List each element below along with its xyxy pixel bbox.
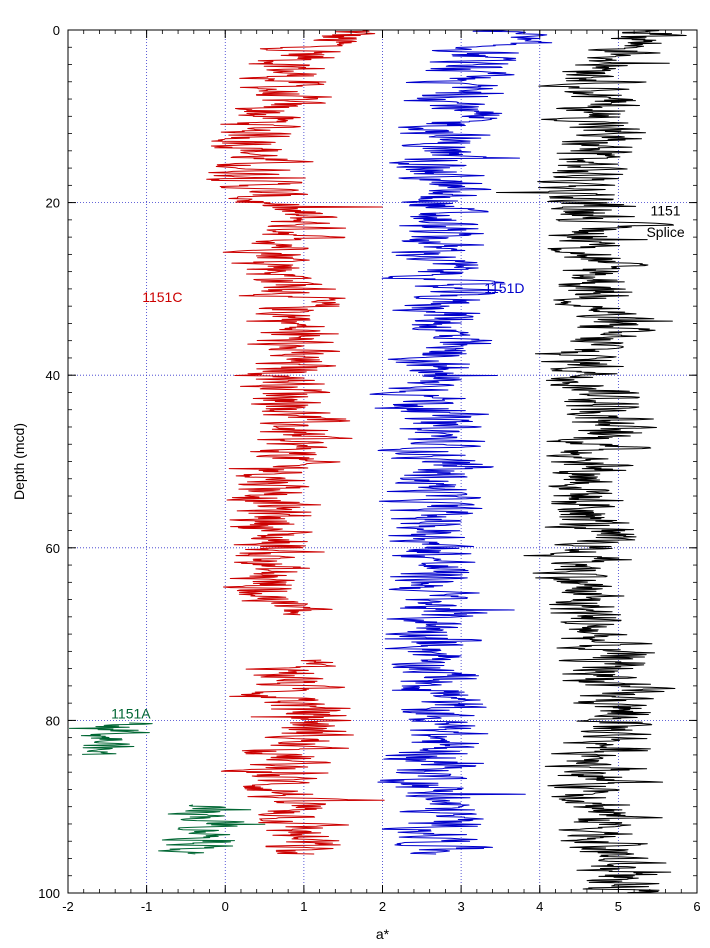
y-tick-label: 20 — [46, 196, 60, 211]
y-tick-label: 60 — [46, 541, 60, 556]
series-1151a-trace — [69, 722, 153, 755]
series-1151-splice-trace — [496, 29, 687, 894]
x-tick-label: 6 — [693, 899, 700, 914]
x-tick-label: 2 — [379, 899, 386, 914]
x-tick-label: 3 — [458, 899, 465, 914]
series-annotations: 1151C 1151D 1151 Splice 1151A — [111, 203, 685, 722]
x-tick-label: 4 — [536, 899, 543, 914]
series-1151c-trace — [206, 29, 383, 616]
y-tick-label: 80 — [46, 713, 60, 728]
x-axis-label: a* — [376, 926, 390, 942]
x-tick-label: 5 — [615, 899, 622, 914]
x-tick-label: -1 — [141, 899, 153, 914]
x-tick-label: -2 — [62, 899, 74, 914]
y-tick-label: 0 — [53, 23, 60, 38]
y-tick-label: 100 — [38, 886, 60, 901]
y-tick-label: 40 — [46, 368, 60, 383]
series-1151d — [369, 29, 553, 855]
series-1151d-trace — [369, 29, 553, 855]
series-1151c — [206, 29, 385, 855]
series-1151-splice — [496, 29, 687, 894]
annotation-1151d: 1151D — [484, 280, 524, 296]
series-1151c-trace — [220, 659, 385, 855]
y-axis-label: Depth (mcd) — [11, 423, 27, 500]
series-1151a — [69, 722, 266, 855]
x-tick-label: 1 — [300, 899, 307, 914]
annotation-1151c: 1151C — [142, 289, 182, 305]
annotation-splice: Splice — [646, 224, 684, 240]
series-1151a-trace — [158, 804, 266, 855]
data-series — [69, 29, 687, 894]
annotation-1151: 1151 — [650, 203, 680, 219]
annotation-1151a: 1151A — [111, 706, 151, 722]
x-tick-label: 0 — [222, 899, 229, 914]
